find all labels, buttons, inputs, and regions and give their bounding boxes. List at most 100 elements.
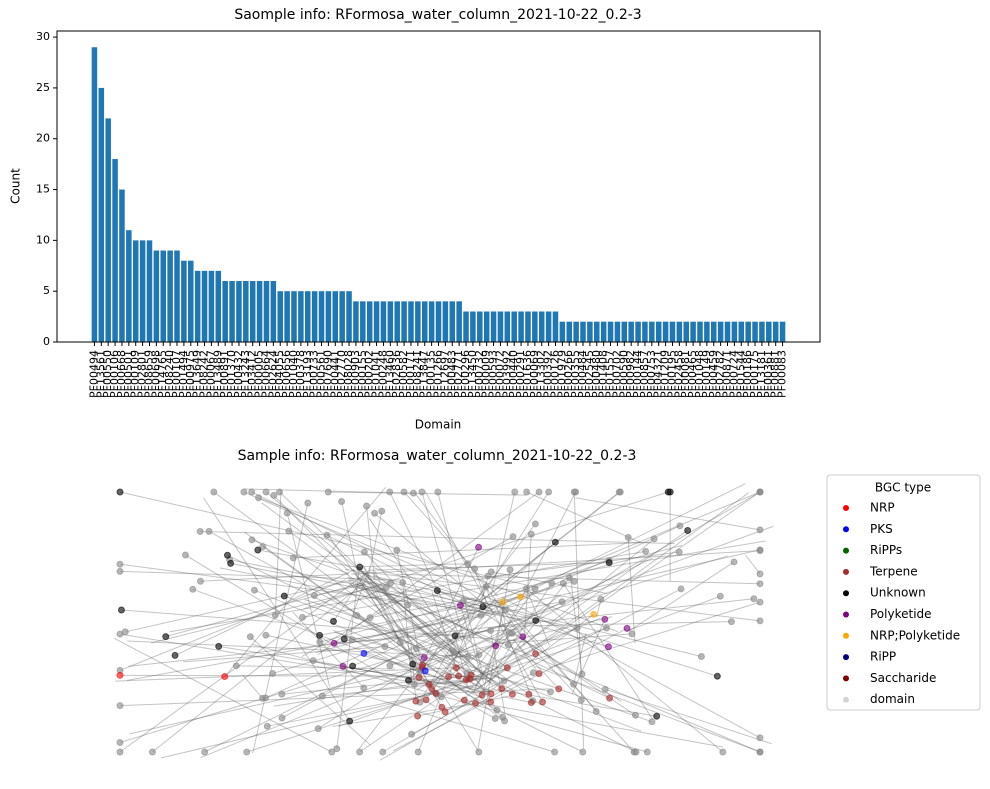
node bbox=[504, 641, 512, 649]
node bbox=[487, 568, 495, 576]
node bbox=[270, 491, 278, 499]
bar bbox=[318, 291, 325, 342]
node bbox=[499, 598, 507, 606]
x-tick-label: PF00109 bbox=[129, 350, 142, 398]
edge bbox=[500, 599, 509, 646]
node bbox=[379, 748, 387, 756]
node bbox=[531, 520, 539, 528]
edge bbox=[174, 569, 355, 656]
edge bbox=[605, 688, 772, 745]
edge bbox=[165, 581, 368, 638]
edge bbox=[301, 536, 514, 658]
bar bbox=[263, 281, 270, 342]
legend-marker bbox=[843, 675, 849, 682]
edge bbox=[127, 640, 468, 658]
node bbox=[201, 748, 209, 756]
x-tick-label: PF00248 bbox=[376, 350, 389, 398]
edge bbox=[361, 570, 471, 680]
x-tick-label: PF00296 bbox=[459, 350, 472, 398]
node bbox=[592, 707, 600, 715]
network-title: Sample info: RFormosa_water_column_2021-… bbox=[238, 448, 637, 464]
edge bbox=[317, 613, 499, 730]
node bbox=[456, 601, 464, 609]
bar bbox=[98, 87, 105, 342]
node bbox=[532, 650, 540, 658]
edge bbox=[322, 679, 481, 697]
x-tick-label: PF00483 bbox=[445, 350, 458, 398]
node bbox=[346, 717, 354, 725]
edge bbox=[503, 601, 597, 712]
edge bbox=[489, 678, 637, 753]
edge bbox=[396, 573, 761, 585]
bar bbox=[353, 301, 359, 342]
x-tick-label: PF07690 bbox=[321, 350, 334, 398]
node bbox=[223, 551, 231, 559]
edge bbox=[151, 582, 391, 644]
legend-title: BGC type bbox=[875, 481, 931, 495]
edge bbox=[573, 491, 585, 749]
x-tick-label: PF08659 bbox=[142, 350, 155, 398]
bar bbox=[298, 291, 304, 342]
node bbox=[756, 547, 764, 555]
edge bbox=[213, 491, 475, 685]
bar bbox=[305, 291, 311, 342]
edge bbox=[347, 579, 513, 695]
bar bbox=[683, 321, 689, 342]
x-tick-label: PF01040 bbox=[287, 350, 300, 398]
edge bbox=[286, 512, 331, 687]
edge bbox=[479, 588, 682, 694]
bar bbox=[387, 301, 394, 342]
node bbox=[475, 543, 483, 551]
node bbox=[756, 734, 764, 742]
x-tick-label: PF00067 bbox=[204, 350, 217, 398]
bar bbox=[573, 321, 579, 342]
edge bbox=[119, 688, 549, 707]
node bbox=[412, 697, 420, 705]
node bbox=[487, 626, 495, 634]
x-tick-label: PF13489 bbox=[211, 350, 224, 398]
node bbox=[227, 559, 235, 567]
edge bbox=[160, 692, 436, 759]
node bbox=[624, 533, 632, 541]
edge bbox=[254, 589, 494, 693]
edge bbox=[279, 491, 483, 688]
network bbox=[113, 483, 774, 761]
edge bbox=[475, 530, 688, 678]
node bbox=[116, 702, 124, 710]
node bbox=[328, 748, 336, 756]
node bbox=[399, 578, 407, 586]
x-tick-label: PF00440 bbox=[507, 350, 520, 398]
edge bbox=[119, 563, 490, 614]
x-tick-label: PF02770 bbox=[335, 350, 348, 398]
bar bbox=[587, 321, 593, 342]
bar bbox=[181, 260, 187, 342]
edge bbox=[392, 627, 628, 752]
edge bbox=[483, 577, 570, 691]
y-tick-label: 5 bbox=[43, 284, 50, 297]
edge bbox=[344, 586, 387, 606]
edge bbox=[403, 491, 499, 597]
edge bbox=[319, 599, 500, 636]
node bbox=[400, 488, 408, 496]
bar bbox=[697, 321, 703, 342]
edge bbox=[465, 588, 536, 683]
x-tick-label: PF00732 bbox=[473, 350, 486, 398]
node bbox=[309, 657, 317, 665]
bar bbox=[346, 291, 352, 342]
edge bbox=[367, 511, 383, 580]
node bbox=[730, 558, 738, 566]
bar bbox=[676, 321, 683, 342]
node bbox=[482, 583, 490, 591]
node bbox=[246, 633, 254, 641]
edge bbox=[365, 575, 503, 690]
node bbox=[572, 488, 580, 496]
bar bbox=[332, 291, 339, 342]
x-tick-label: PF00494 bbox=[87, 350, 100, 398]
legend-marker bbox=[843, 654, 849, 661]
node bbox=[196, 577, 204, 585]
edge bbox=[281, 606, 488, 719]
edge bbox=[431, 601, 504, 685]
node bbox=[650, 535, 658, 543]
x-tick-label: PF00392 bbox=[542, 350, 555, 398]
edge bbox=[359, 566, 420, 678]
